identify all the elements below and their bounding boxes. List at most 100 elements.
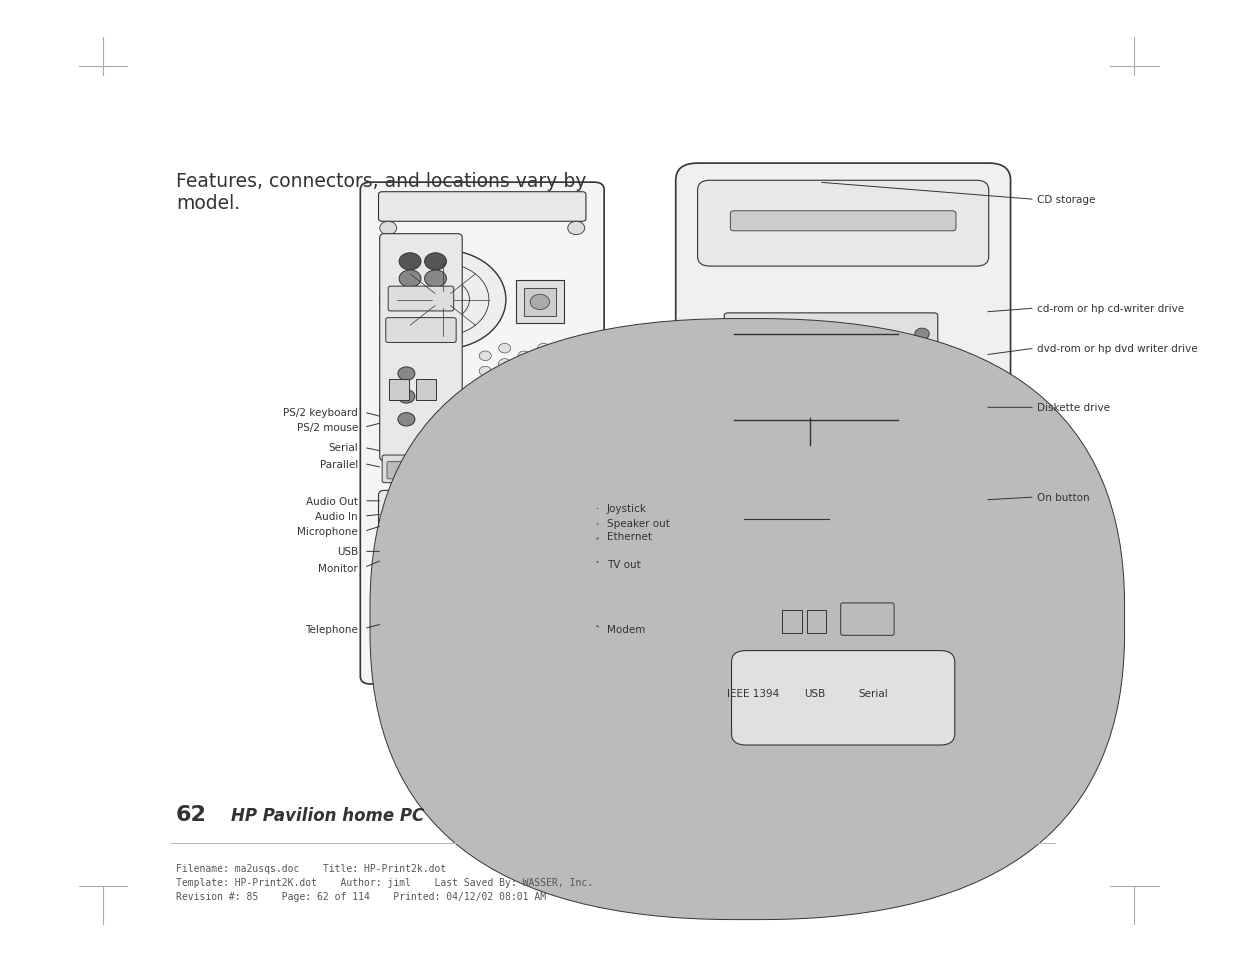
Text: Serial: Serial bbox=[858, 688, 888, 698]
Bar bbox=[396, 539, 555, 560]
Circle shape bbox=[568, 632, 584, 645]
Circle shape bbox=[577, 344, 588, 354]
Circle shape bbox=[398, 414, 415, 427]
Text: Serial: Serial bbox=[329, 443, 358, 453]
Circle shape bbox=[517, 428, 530, 437]
Circle shape bbox=[577, 420, 588, 430]
Circle shape bbox=[379, 632, 396, 645]
Text: Joystick: Joystick bbox=[606, 504, 647, 514]
Circle shape bbox=[537, 420, 550, 430]
FancyBboxPatch shape bbox=[479, 485, 576, 502]
Text: Modem: Modem bbox=[606, 624, 645, 634]
Circle shape bbox=[379, 402, 396, 416]
Bar bbox=[806, 610, 826, 634]
Circle shape bbox=[537, 359, 550, 369]
Circle shape bbox=[479, 352, 492, 361]
Circle shape bbox=[425, 253, 446, 271]
Text: cd-rom or hp cd-writer drive: cd-rom or hp cd-writer drive bbox=[1037, 304, 1184, 314]
Circle shape bbox=[499, 359, 511, 369]
Bar bbox=[403, 612, 451, 629]
Circle shape bbox=[537, 405, 550, 415]
Circle shape bbox=[479, 397, 492, 407]
Text: 62: 62 bbox=[175, 804, 206, 824]
Circle shape bbox=[399, 253, 421, 271]
Text: CD storage: CD storage bbox=[1037, 195, 1095, 205]
Circle shape bbox=[398, 368, 415, 381]
Circle shape bbox=[499, 344, 511, 354]
Circle shape bbox=[379, 222, 396, 235]
Circle shape bbox=[499, 405, 511, 415]
FancyBboxPatch shape bbox=[730, 212, 956, 232]
Text: USB: USB bbox=[805, 688, 826, 698]
Bar bbox=[515, 281, 564, 324]
Circle shape bbox=[479, 367, 492, 376]
Bar bbox=[389, 379, 409, 400]
Text: Parallel: Parallel bbox=[320, 459, 358, 469]
Circle shape bbox=[479, 382, 492, 392]
Text: Audio In: Audio In bbox=[315, 512, 358, 521]
Circle shape bbox=[537, 344, 550, 354]
Text: Audio Out: Audio Out bbox=[306, 497, 358, 506]
Circle shape bbox=[557, 367, 569, 376]
Bar bbox=[396, 576, 555, 597]
FancyBboxPatch shape bbox=[556, 455, 587, 474]
Text: On button: On button bbox=[1037, 493, 1089, 502]
Circle shape bbox=[517, 413, 530, 422]
Circle shape bbox=[517, 382, 530, 392]
FancyBboxPatch shape bbox=[676, 164, 1010, 694]
Text: dvd-rom or hp dvd writer drive: dvd-rom or hp dvd writer drive bbox=[1037, 344, 1198, 354]
Circle shape bbox=[577, 405, 588, 415]
Circle shape bbox=[557, 443, 569, 453]
Text: Microphone: Microphone bbox=[298, 527, 358, 537]
Text: Speaker out: Speaker out bbox=[606, 518, 669, 528]
FancyBboxPatch shape bbox=[841, 603, 894, 636]
Text: Telephone: Telephone bbox=[305, 624, 358, 634]
Circle shape bbox=[557, 397, 569, 407]
FancyBboxPatch shape bbox=[387, 462, 450, 479]
Circle shape bbox=[568, 222, 584, 235]
FancyBboxPatch shape bbox=[388, 287, 453, 312]
Text: PS/2 keyboard: PS/2 keyboard bbox=[283, 408, 358, 417]
Text: Diskette drive: Diskette drive bbox=[1037, 403, 1110, 413]
Bar bbox=[564, 547, 579, 562]
Circle shape bbox=[577, 359, 588, 369]
Circle shape bbox=[398, 391, 415, 404]
Circle shape bbox=[499, 375, 511, 384]
Circle shape bbox=[517, 367, 530, 376]
Circle shape bbox=[379, 251, 506, 350]
FancyBboxPatch shape bbox=[378, 491, 579, 643]
Text: PS/2 mouse: PS/2 mouse bbox=[296, 423, 358, 433]
Text: Features, connectors, and locations vary by
model.: Features, connectors, and locations vary… bbox=[175, 172, 587, 213]
FancyBboxPatch shape bbox=[479, 521, 576, 537]
Circle shape bbox=[537, 375, 550, 384]
Bar bbox=[783, 610, 802, 634]
FancyBboxPatch shape bbox=[731, 651, 955, 745]
Circle shape bbox=[577, 390, 588, 399]
Circle shape bbox=[399, 271, 421, 288]
FancyBboxPatch shape bbox=[361, 183, 604, 684]
Circle shape bbox=[577, 436, 588, 445]
Circle shape bbox=[568, 402, 584, 416]
Circle shape bbox=[517, 352, 530, 361]
FancyBboxPatch shape bbox=[385, 318, 456, 343]
Circle shape bbox=[530, 295, 550, 311]
Text: IEEE 1394: IEEE 1394 bbox=[727, 688, 779, 698]
Circle shape bbox=[537, 436, 550, 445]
Bar bbox=[564, 505, 579, 520]
Text: HP Pavilion home PC: HP Pavilion home PC bbox=[231, 806, 424, 824]
FancyBboxPatch shape bbox=[382, 456, 459, 483]
Circle shape bbox=[803, 473, 818, 484]
Circle shape bbox=[915, 415, 929, 426]
Circle shape bbox=[499, 390, 511, 399]
Text: Ethernet: Ethernet bbox=[606, 532, 652, 541]
Circle shape bbox=[557, 382, 569, 392]
Bar bbox=[416, 379, 436, 400]
FancyBboxPatch shape bbox=[727, 494, 927, 543]
Bar bbox=[524, 289, 556, 316]
Circle shape bbox=[557, 352, 569, 361]
Circle shape bbox=[805, 513, 835, 536]
Circle shape bbox=[479, 443, 492, 453]
Circle shape bbox=[479, 413, 492, 422]
Circle shape bbox=[915, 329, 929, 340]
FancyBboxPatch shape bbox=[479, 504, 576, 519]
